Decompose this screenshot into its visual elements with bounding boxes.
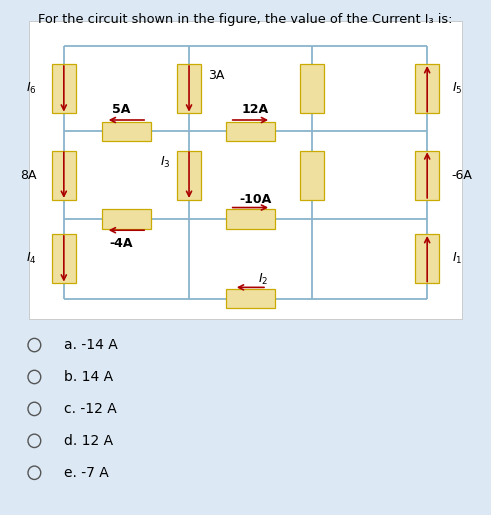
Bar <box>226 289 275 308</box>
Bar <box>226 122 275 141</box>
Text: 3A: 3A <box>208 70 224 82</box>
Bar <box>177 151 201 200</box>
Text: For the circuit shown in the figure, the value of the Current I₃ is:: For the circuit shown in the figure, the… <box>38 13 453 26</box>
Text: -6A: -6A <box>452 168 473 182</box>
Bar <box>300 151 324 200</box>
Text: a. -14 A: a. -14 A <box>64 338 117 352</box>
Text: -4A: -4A <box>110 237 133 250</box>
Text: 12A: 12A <box>242 103 269 116</box>
Bar <box>52 234 76 283</box>
Bar <box>415 64 439 113</box>
Text: $I_4$: $I_4$ <box>26 251 37 266</box>
Text: c. -12 A: c. -12 A <box>64 402 116 416</box>
Bar <box>226 209 275 229</box>
Bar <box>52 64 76 113</box>
Bar <box>52 151 76 200</box>
Text: e. -7 A: e. -7 A <box>64 466 109 480</box>
Text: -10A: -10A <box>239 193 272 206</box>
Text: $I_6$: $I_6$ <box>26 81 37 96</box>
Text: 8A: 8A <box>20 168 37 182</box>
Bar <box>177 64 201 113</box>
Bar <box>102 209 151 229</box>
Text: 5A: 5A <box>112 103 131 116</box>
Bar <box>102 122 151 141</box>
Text: $I_2$: $I_2$ <box>258 271 268 287</box>
Text: $I_3$: $I_3$ <box>160 154 170 170</box>
Text: $I_5$: $I_5$ <box>452 81 462 96</box>
Bar <box>415 151 439 200</box>
Text: d. 12 A: d. 12 A <box>64 434 113 448</box>
Text: $I_1$: $I_1$ <box>452 251 462 266</box>
Bar <box>300 64 324 113</box>
Bar <box>415 234 439 283</box>
Bar <box>29 21 462 319</box>
Text: b. 14 A: b. 14 A <box>64 370 113 384</box>
